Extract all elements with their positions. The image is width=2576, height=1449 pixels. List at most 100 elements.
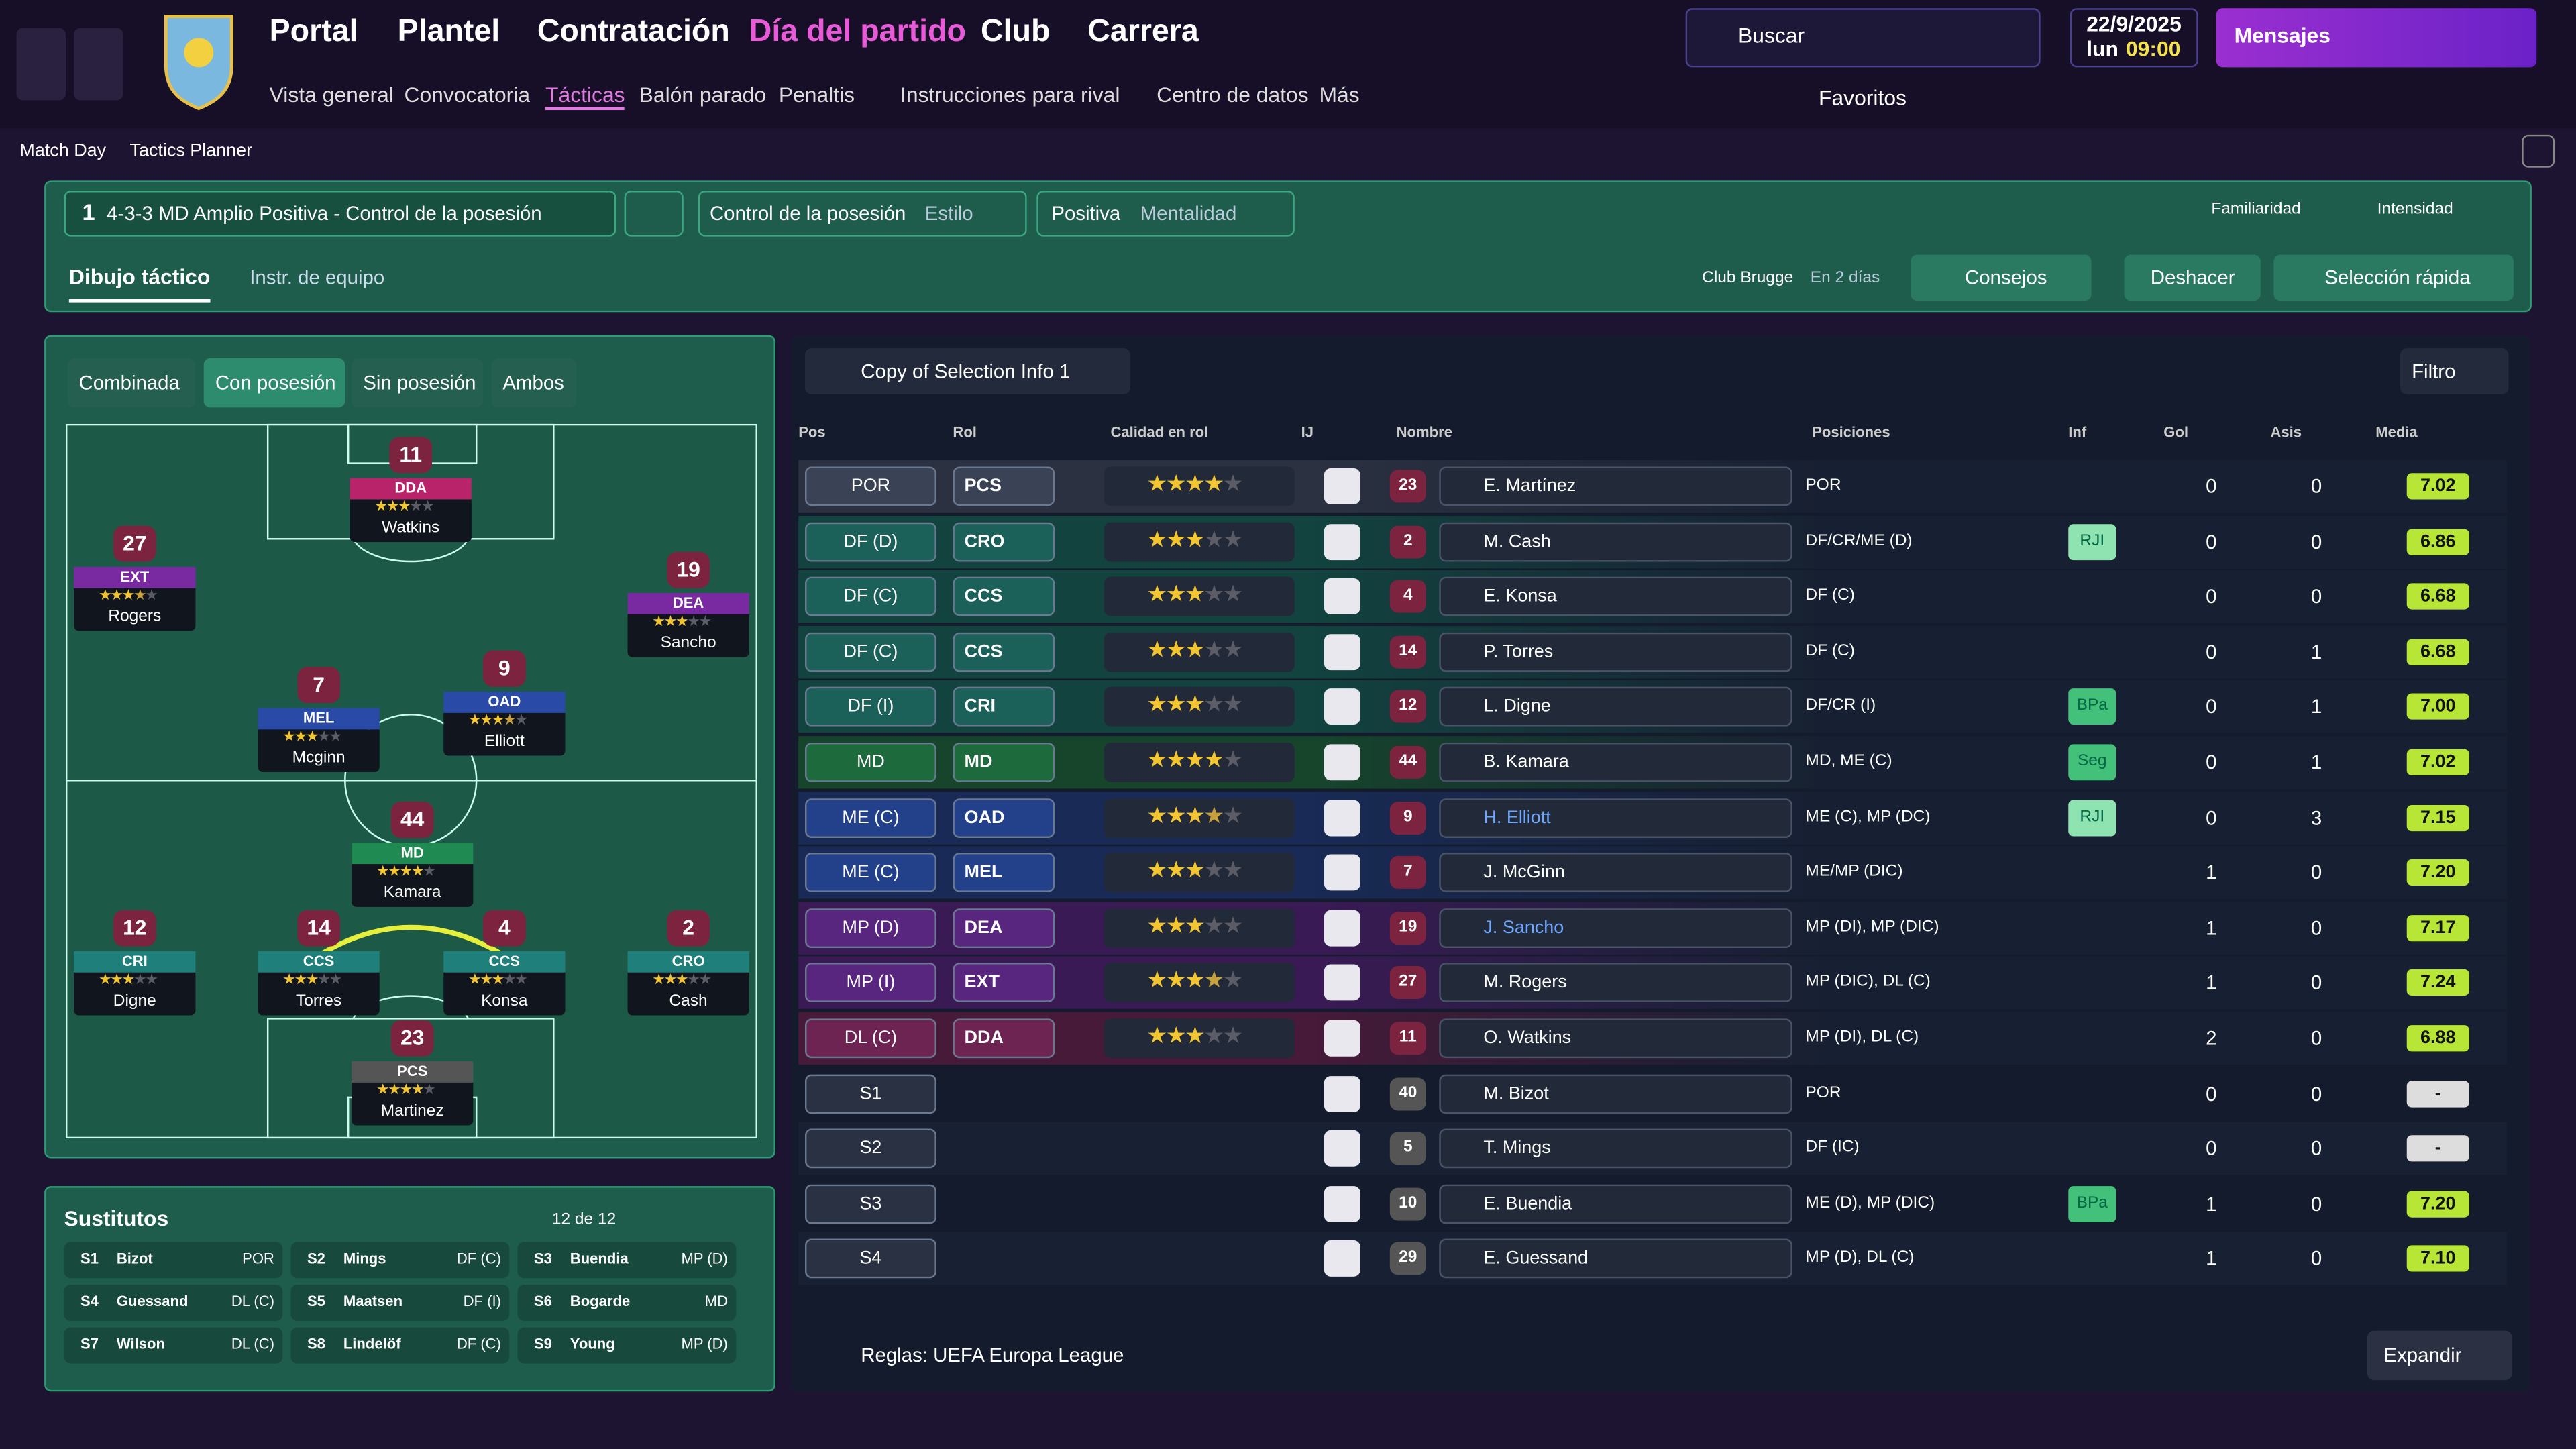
- submenu-item[interactable]: Penaltis: [778, 82, 855, 107]
- name-box[interactable]: [1439, 1128, 1792, 1169]
- pitch-tab[interactable]: [203, 358, 345, 408]
- column-header[interactable]: Media: [2375, 423, 2418, 441]
- name-box[interactable]: [1439, 1073, 1792, 1114]
- pos-box[interactable]: [805, 1018, 936, 1059]
- button-label[interactable]: Deshacer: [2150, 266, 2235, 290]
- sub-slot[interactable]: [517, 1285, 737, 1321]
- pitch-tab-label[interactable]: Combinada: [78, 371, 180, 394]
- selection-label[interactable]: Copy of Selection Info 1: [861, 360, 1071, 383]
- tactic-select[interactable]: [64, 191, 616, 237]
- pos-box[interactable]: [805, 687, 936, 727]
- pos-box[interactable]: [805, 1128, 936, 1169]
- name-box[interactable]: [1439, 521, 1792, 561]
- sub-slot[interactable]: [517, 1242, 737, 1279]
- close-button[interactable]: [2522, 134, 2555, 168]
- expand-button[interactable]: [2367, 1330, 2512, 1381]
- forward-button[interactable]: [74, 28, 123, 101]
- expand-label[interactable]: Expandir: [2383, 1344, 2462, 1367]
- filter-button[interactable]: [2400, 348, 2509, 394]
- role-box[interactable]: [953, 742, 1055, 782]
- pos-box[interactable]: [805, 963, 936, 1003]
- pitch-tab[interactable]: [67, 358, 196, 408]
- role-box[interactable]: [953, 1018, 1055, 1059]
- name-box[interactable]: [1439, 1184, 1792, 1224]
- add-button[interactable]: [624, 191, 684, 237]
- submenu-item[interactable]: Más: [1319, 82, 1360, 107]
- pos-box[interactable]: [805, 466, 936, 506]
- button-label[interactable]: Selección rápida: [2324, 266, 2471, 290]
- button[interactable]: [2124, 254, 2261, 301]
- filter-label[interactable]: Filtro: [2412, 360, 2456, 383]
- pitch-tab-label[interactable]: Ambos: [502, 371, 564, 394]
- sub-slot[interactable]: [64, 1242, 283, 1279]
- messages-label[interactable]: Mensajes: [2234, 23, 2330, 48]
- column-header[interactable]: Nombre: [1396, 423, 1452, 441]
- column-header[interactable]: Gol: [2163, 423, 2189, 441]
- button[interactable]: [1911, 254, 2092, 301]
- menu-item[interactable]: Día del partido: [749, 15, 966, 50]
- role-box[interactable]: [953, 798, 1055, 837]
- role-box[interactable]: [953, 963, 1055, 1003]
- pos-box[interactable]: [805, 1184, 936, 1224]
- name-box[interactable]: [1439, 687, 1792, 727]
- role-box[interactable]: [953, 853, 1055, 893]
- pos-box[interactable]: [805, 908, 936, 948]
- sub-slot[interactable]: [64, 1285, 283, 1321]
- submenu-item[interactable]: Vista general: [269, 82, 394, 107]
- player-icon[interactable]: [1324, 633, 1360, 670]
- messages-button[interactable]: [2216, 8, 2537, 68]
- pitch-tab[interactable]: [491, 358, 577, 408]
- player-icon[interactable]: [1324, 854, 1360, 891]
- pos-box[interactable]: [805, 521, 936, 561]
- submenu-item[interactable]: Balón parado: [639, 82, 767, 107]
- favorites[interactable]: Favoritos: [1819, 85, 1907, 111]
- role-box[interactable]: [953, 908, 1055, 948]
- player-icon[interactable]: [1324, 799, 1360, 836]
- player-icon[interactable]: [1324, 689, 1360, 725]
- player-icon[interactable]: [1324, 1020, 1360, 1057]
- pos-box[interactable]: [805, 798, 936, 837]
- pos-box[interactable]: [805, 577, 936, 616]
- button-label[interactable]: Consejos: [1964, 266, 2047, 290]
- submenu-item[interactable]: Convocatoria: [404, 82, 531, 107]
- mentality-select[interactable]: [1036, 191, 1295, 237]
- role-box[interactable]: [953, 577, 1055, 616]
- name-box[interactable]: [1439, 742, 1792, 782]
- name-box[interactable]: [1439, 577, 1792, 616]
- back-button[interactable]: [16, 28, 66, 101]
- name-box[interactable]: [1439, 1239, 1792, 1279]
- name-box[interactable]: [1439, 963, 1792, 1003]
- player-icon[interactable]: [1324, 1185, 1360, 1222]
- name-box[interactable]: [1439, 853, 1792, 893]
- pos-box[interactable]: [805, 853, 936, 893]
- submenu-item[interactable]: Tácticas: [545, 82, 625, 111]
- name-box[interactable]: [1439, 1018, 1792, 1059]
- player-icon[interactable]: [1324, 578, 1360, 615]
- player-icon[interactable]: [1324, 468, 1360, 504]
- sub-slot[interactable]: [517, 1327, 737, 1364]
- player-icon[interactable]: [1324, 1130, 1360, 1167]
- player-icon[interactable]: [1324, 965, 1360, 1002]
- column-header[interactable]: Rol: [953, 423, 977, 441]
- search-label[interactable]: Buscar: [1738, 23, 1805, 48]
- breadcrumb[interactable]: Match Day: [19, 141, 107, 162]
- name-box[interactable]: [1439, 632, 1792, 672]
- button[interactable]: [2273, 254, 2514, 301]
- column-header[interactable]: Calidad en rol: [1110, 423, 1209, 441]
- menu-item[interactable]: Portal: [269, 15, 358, 50]
- player-icon[interactable]: [1324, 1075, 1360, 1112]
- submenu-item[interactable]: Instrucciones para rival: [900, 82, 1120, 107]
- name-box[interactable]: [1439, 908, 1792, 948]
- tab[interactable]: Instr. de equipo: [250, 266, 385, 290]
- sub-slot[interactable]: [64, 1327, 283, 1364]
- pitch-tab[interactable]: [352, 358, 484, 408]
- submenu-item[interactable]: Centro de datos: [1157, 82, 1309, 107]
- column-header[interactable]: Inf: [2068, 423, 2087, 441]
- name-box[interactable]: [1439, 466, 1792, 506]
- pos-box[interactable]: [805, 742, 936, 782]
- pos-box[interactable]: [805, 1073, 936, 1114]
- menu-item[interactable]: Club: [981, 15, 1051, 50]
- sub-slot[interactable]: [290, 1242, 510, 1279]
- player-icon[interactable]: [1324, 523, 1360, 560]
- selection-select[interactable]: [805, 348, 1130, 394]
